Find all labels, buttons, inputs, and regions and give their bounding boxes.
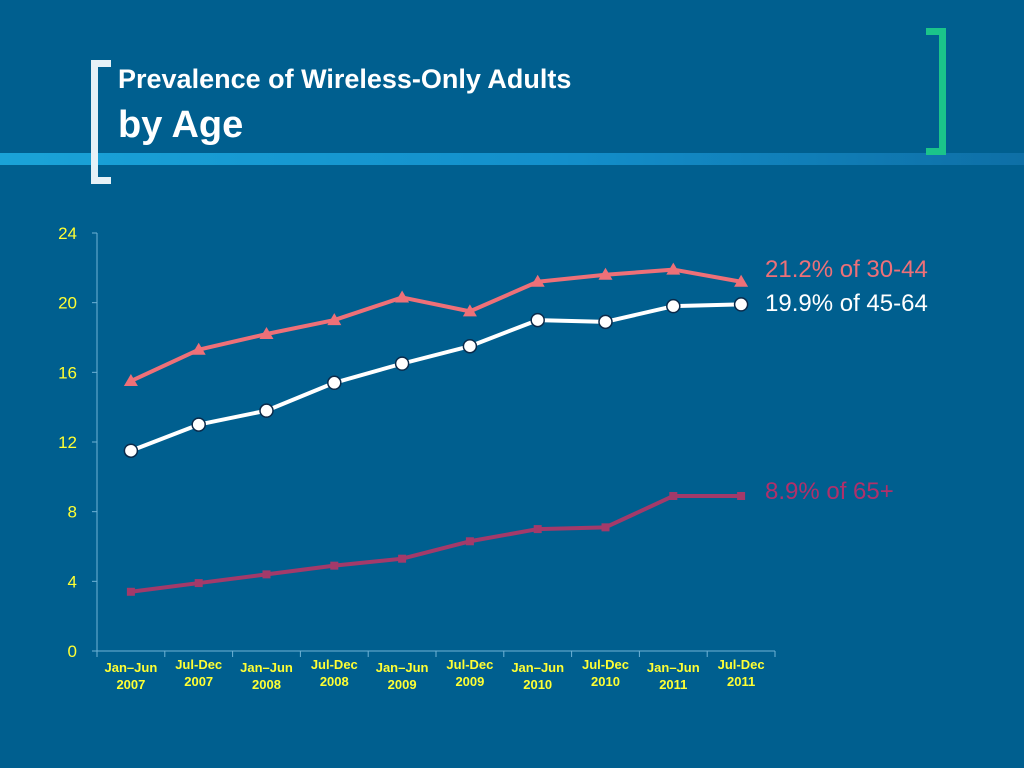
data-point-30-44 [734, 274, 749, 287]
data-point-30-44 [462, 304, 477, 317]
y-tick-label: 24 [58, 224, 77, 243]
y-tick-label: 12 [58, 433, 77, 452]
data-point-65+ [262, 570, 271, 579]
y-tick-label: 8 [68, 503, 77, 522]
data-point-30-44 [530, 274, 545, 287]
data-point-65+ [669, 491, 678, 500]
slide-title-line2: by Age [118, 104, 244, 146]
data-point-30-44 [191, 342, 206, 355]
series-line-45-64 [130, 302, 742, 453]
data-point-65+ [533, 525, 542, 534]
data-point-65+ [398, 554, 407, 563]
series-line-65+ [130, 493, 742, 594]
y-tick-label: 16 [58, 363, 77, 382]
data-point-30-44 [666, 262, 681, 275]
data-point-65+ [330, 561, 339, 570]
data-point-45-64 [327, 375, 342, 391]
data-point-65+ [737, 491, 746, 500]
right-bracket-decoration [926, 28, 946, 155]
data-point-65+ [194, 579, 203, 588]
x-tick-label: Jan–Jun 2008 [240, 660, 293, 692]
x-tick-label: Jul-Dec 2008 [311, 657, 358, 689]
data-point-45-64 [733, 297, 749, 312]
data-point-45-64 [123, 443, 139, 458]
data-point-45-64 [598, 314, 613, 330]
annotation-30-44: 21.2% of 30-44 [765, 256, 928, 283]
data-point-30-44 [259, 327, 274, 340]
data-point-45-64 [666, 298, 681, 314]
data-point-65+ [601, 523, 610, 532]
x-tick-label: Jan–Jun 2007 [105, 660, 158, 692]
data-point-45-64 [394, 356, 410, 371]
annotation-45-64: 19.9% of 45-64 [765, 290, 928, 317]
y-tick-label: 0 [68, 642, 77, 661]
data-point-65+ [465, 537, 474, 546]
data-point-45-64 [462, 338, 478, 354]
y-tick-label: 20 [58, 294, 77, 313]
data-point-30-44 [395, 290, 410, 303]
series-line-30-44 [130, 267, 742, 383]
x-tick-label: Jan–Jun 2010 [511, 660, 564, 692]
data-point-30-44 [123, 374, 138, 387]
x-tick-label: Jan–Jun 2009 [376, 660, 429, 692]
data-point-30-44 [598, 267, 613, 280]
y-tick-label: 4 [68, 572, 77, 591]
annotation-65-plus: 8.9% of 65+ [765, 478, 894, 505]
x-tick-label: Jan–Jun 2011 [647, 660, 700, 692]
data-point-65+ [126, 587, 135, 596]
data-point-30-44 [327, 313, 342, 326]
title-stripe [0, 153, 1024, 165]
x-tick-label: Jul-Dec 2007 [175, 657, 222, 689]
data-point-45-64 [259, 403, 274, 418]
data-point-45-64 [191, 417, 206, 432]
x-tick-label: Jul-Dec 2009 [446, 657, 493, 689]
x-tick-label: Jul-Dec 2011 [718, 657, 765, 689]
left-bracket-decoration [91, 60, 111, 184]
data-point-45-64 [530, 312, 545, 328]
slide-title-line1: Prevalence of Wireless-Only Adults [118, 64, 572, 94]
x-tick-label: Jul-Dec 2010 [582, 657, 629, 689]
